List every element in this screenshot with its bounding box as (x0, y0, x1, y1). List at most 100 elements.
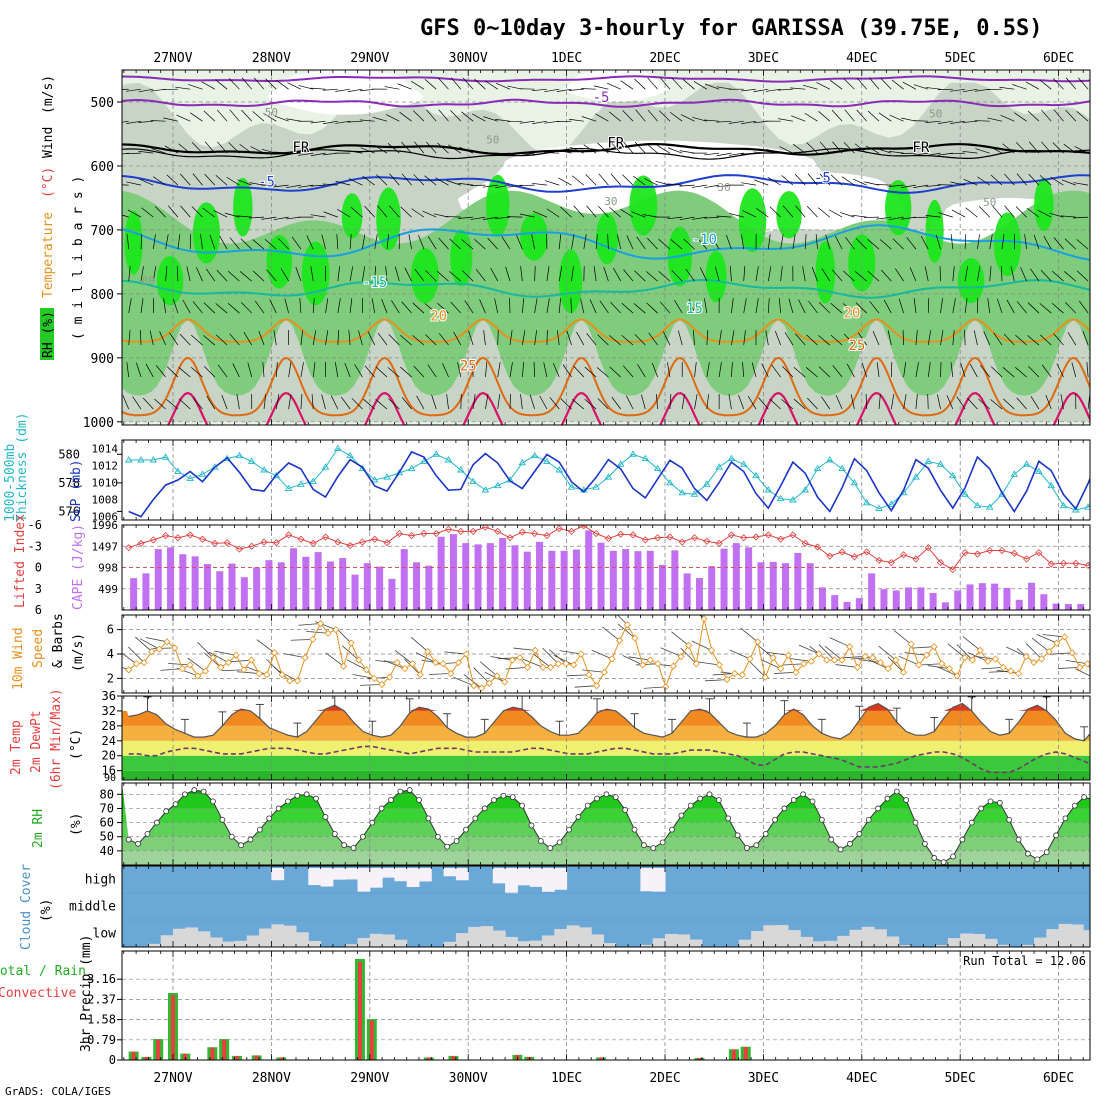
wind-barb (865, 394, 868, 410)
wind-barb (458, 182, 474, 186)
rh-label: 50 (983, 196, 996, 209)
li-series-line (128, 525, 1090, 571)
wind-barb (793, 398, 806, 410)
wind-barb (655, 180, 671, 186)
cape-bar (634, 551, 642, 610)
wind-barb (389, 173, 400, 186)
wind-barb (609, 366, 621, 378)
wind-speed-point (930, 643, 938, 651)
wind-barb (952, 330, 955, 346)
wind-barb (781, 399, 794, 410)
precip-bar-convective (279, 1057, 284, 1060)
wind-barb (1053, 333, 1064, 346)
wind-barb (706, 362, 710, 378)
wind-barb (616, 234, 622, 250)
wind-barb (558, 266, 563, 282)
wind-barb (950, 88, 966, 92)
wind-barb-10m (1042, 634, 1065, 638)
wind-speed-point (961, 654, 969, 662)
wind-barb (1039, 79, 1052, 90)
rh-point (1071, 802, 1078, 809)
wind-barb (149, 330, 154, 346)
wind-barb (607, 234, 609, 250)
wind-barb (543, 362, 548, 378)
rh-point (322, 814, 329, 820)
rh-point (987, 798, 994, 805)
wind-speed-point (447, 669, 455, 678)
wind-barb (507, 152, 523, 156)
wind-speed-point (493, 672, 501, 680)
rh-point (172, 801, 179, 808)
rh-point (940, 859, 947, 865)
temp-series-line (128, 702, 1090, 742)
cape-bar (449, 534, 457, 610)
cloud-high-white (542, 868, 555, 892)
wind-barb (128, 330, 131, 346)
wind-barb (449, 271, 462, 282)
wind-barb-10m (394, 650, 413, 665)
wind-barb (593, 266, 597, 282)
wind-barb (751, 362, 757, 378)
wind-barb-10m (582, 669, 605, 673)
wind-barb (175, 86, 191, 90)
wind-barb (349, 298, 353, 314)
wind-barb (802, 84, 818, 90)
wind-barb (321, 394, 326, 410)
li-point (174, 534, 182, 542)
wind-barb (623, 141, 634, 154)
ylabel-rh2m: 2m RH (31, 809, 46, 848)
wind-speed-point (1014, 669, 1023, 678)
wind-barb (322, 88, 338, 91)
wind-barb (925, 120, 941, 123)
wind-barb (634, 270, 646, 282)
wind-ylabel-3: (m/s) (71, 633, 86, 672)
wind-barb-10m (774, 671, 797, 674)
wind-speed-point (316, 619, 325, 628)
wind-barb (1071, 362, 1077, 378)
wind-barb (322, 120, 338, 125)
wind-barb (262, 362, 265, 378)
rh-tick-label: 50 (100, 830, 114, 844)
cape-bar (142, 573, 150, 610)
wind-barb (176, 114, 191, 122)
slp-tick-label: 1008 (92, 494, 119, 507)
wind-speed-point (807, 657, 815, 665)
contour-label: -5 (593, 90, 610, 106)
wind-barb (843, 270, 855, 282)
cape-bar (560, 550, 568, 610)
wind-barb (889, 114, 904, 122)
contour-temp-10 (122, 224, 1090, 261)
wind-speed-point (976, 646, 984, 654)
wind-barb (913, 120, 929, 122)
contour-temp-20 (122, 318, 1090, 343)
cloud-low-grey (886, 936, 900, 947)
wind-barb (1086, 362, 1089, 378)
wind-barb (937, 120, 953, 124)
wind-barb (993, 332, 1003, 346)
rh-label: 30 (717, 181, 730, 194)
wind-speed-point (186, 661, 194, 669)
wind-barb (731, 362, 733, 378)
wind-barb (966, 397, 978, 410)
li-tick-label: 0 (35, 561, 42, 575)
wind-speed-point (830, 656, 838, 664)
wind-barb (533, 362, 535, 378)
wind-barb (1028, 141, 1040, 154)
ylabel-wind-part: (m/s) (71, 633, 86, 672)
wind-barb (349, 266, 354, 282)
temp-ylabel-2: (6hr Min/Max) (49, 688, 64, 790)
rh-point (790, 797, 797, 803)
wind-barb (166, 399, 179, 410)
ylabel-li: Lifted Index (13, 514, 28, 608)
wind-barb-10m (643, 686, 666, 689)
wind-barb (213, 210, 228, 218)
ylabel-millibars: ( m i l l i b a r s ) (71, 176, 86, 340)
wind-barb (851, 214, 867, 218)
thickness-point (137, 456, 145, 463)
temp-tick-label: 24 (102, 734, 116, 748)
wind-barb (990, 399, 1003, 410)
wind-barb (178, 398, 191, 410)
wind-barb (990, 174, 1003, 186)
wind-barb (569, 146, 584, 154)
cloud-high-white (652, 868, 666, 892)
